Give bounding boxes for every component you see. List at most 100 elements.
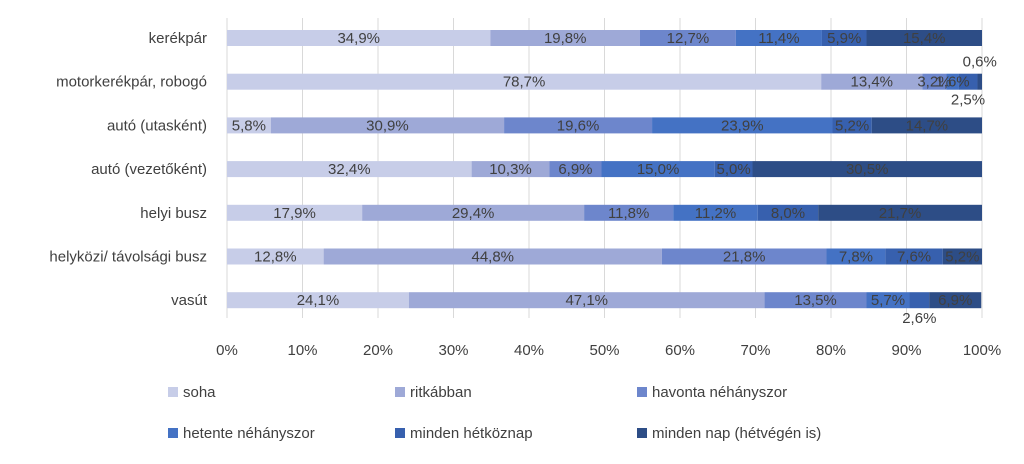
category-label: vasút bbox=[171, 292, 208, 309]
bar-segment bbox=[227, 73, 822, 90]
data-label: 47,1% bbox=[565, 292, 608, 309]
bar-segment bbox=[227, 204, 363, 221]
legend-label: soha bbox=[183, 384, 216, 401]
category-label: motorkerékpár, robogó bbox=[56, 74, 207, 91]
data-label: 17,9% bbox=[273, 205, 316, 222]
x-tick-label: 70% bbox=[740, 342, 770, 359]
bar-segment bbox=[946, 73, 959, 90]
bar-segment bbox=[661, 248, 827, 265]
data-label: 23,9% bbox=[721, 117, 764, 134]
data-label: 6,9% bbox=[558, 161, 592, 178]
bar-segment bbox=[549, 161, 602, 178]
data-label: 21,8% bbox=[723, 249, 766, 266]
bar-segment bbox=[909, 292, 930, 309]
bar-segment bbox=[922, 73, 947, 90]
bar-segment bbox=[362, 204, 585, 221]
category-label: kerékpár bbox=[149, 30, 207, 47]
bar-segment bbox=[639, 30, 736, 46]
bar-segment bbox=[323, 248, 662, 265]
x-tick-label: 10% bbox=[287, 342, 317, 359]
data-label: 19,8% bbox=[544, 30, 587, 47]
bar-segment bbox=[885, 248, 943, 265]
data-label: 44,8% bbox=[471, 249, 514, 266]
data-label: 29,4% bbox=[452, 205, 495, 222]
bar-segment bbox=[227, 248, 324, 265]
bar-segment bbox=[752, 161, 982, 178]
category-axis-labels: kerékpár motorkerékpár, robogó autó (utask… bbox=[49, 30, 207, 309]
x-axis-tick-labels: 0% 10% 20% 30% 40% 50% 60% 70% 80% 90% 100% bbox=[216, 342, 1001, 359]
bar-segment bbox=[504, 117, 653, 134]
bar-segment bbox=[471, 161, 550, 178]
bar-segment bbox=[757, 204, 819, 221]
data-label: 21,7% bbox=[879, 205, 922, 222]
x-tick-label: 30% bbox=[438, 342, 468, 359]
data-label: 5,2% bbox=[835, 117, 869, 134]
legend-label: hetente néhányszor bbox=[183, 425, 315, 442]
legend-label: ritkábban bbox=[410, 384, 472, 401]
x-tick-label: 40% bbox=[514, 342, 544, 359]
data-label: 7,6% bbox=[897, 249, 931, 266]
bar-segment bbox=[764, 292, 867, 309]
x-tick-label: 90% bbox=[891, 342, 921, 359]
data-label: 11,2% bbox=[695, 205, 736, 222]
category-label: autó (utasként) bbox=[107, 117, 207, 134]
bar-segment bbox=[601, 161, 715, 178]
legend-swatch bbox=[168, 428, 178, 438]
x-tick-label: 20% bbox=[363, 342, 393, 359]
data-label: 8,0% bbox=[771, 205, 805, 222]
data-label: 30,5% bbox=[846, 161, 889, 178]
legend-label: minden hétköznap bbox=[410, 425, 533, 442]
bar-segment bbox=[826, 248, 886, 265]
bar-segment bbox=[929, 292, 982, 309]
data-label: 11,4% bbox=[758, 30, 799, 47]
legend-swatch bbox=[395, 387, 405, 397]
legend-label: minden nap (hétvégén is) bbox=[652, 425, 821, 442]
x-tick-label: 80% bbox=[816, 342, 846, 359]
bar-segment bbox=[227, 30, 491, 46]
x-tick-label: 60% bbox=[665, 342, 695, 359]
bar-segment bbox=[818, 204, 982, 221]
data-label: 5,0% bbox=[717, 161, 751, 178]
data-label: 1,6% bbox=[935, 74, 969, 91]
data-label: 12,7% bbox=[667, 30, 710, 47]
data-label: 6,9% bbox=[938, 292, 972, 309]
data-label: 5,8% bbox=[232, 117, 266, 134]
data-label: 10,3% bbox=[489, 161, 532, 178]
category-label: helyközi/ távolsági busz bbox=[49, 249, 207, 266]
bar-segment bbox=[821, 73, 923, 90]
category-label: helyi busz bbox=[140, 205, 207, 222]
bar-segment bbox=[652, 117, 833, 134]
legend-swatch bbox=[395, 428, 405, 438]
bar-segment bbox=[832, 117, 872, 134]
data-label: 14,7% bbox=[906, 117, 949, 134]
data-label-outside: 2,5% bbox=[951, 92, 985, 109]
bar-segment bbox=[584, 204, 674, 221]
data-label: 15,4% bbox=[903, 30, 946, 47]
bar-segment bbox=[821, 30, 867, 46]
legend-label: havonta néhányszor bbox=[652, 384, 787, 401]
data-labels: 34,9% 19,8% 12,7% 11,4% 5,9% 15,4% 78,7% 13,4% 3… bbox=[232, 30, 997, 327]
data-label: 7,8% bbox=[839, 249, 873, 266]
bar-segment bbox=[227, 161, 472, 178]
data-label: 24,1% bbox=[297, 292, 340, 309]
x-tick-label: 0% bbox=[216, 342, 238, 359]
bar-segment bbox=[490, 30, 640, 46]
data-label: 34,9% bbox=[337, 30, 380, 47]
bar-segment bbox=[227, 292, 409, 309]
data-label: 15,0% bbox=[637, 161, 680, 178]
data-label: 5,2% bbox=[945, 249, 979, 266]
bar-segment bbox=[958, 73, 978, 90]
x-tick-label: 100% bbox=[963, 342, 1001, 359]
bar-segment bbox=[942, 248, 982, 265]
bar-segment bbox=[866, 30, 982, 46]
legend-swatch bbox=[637, 428, 647, 438]
bars bbox=[227, 30, 982, 309]
data-label-outside: 2,6% bbox=[902, 310, 936, 327]
category-label: autó (vezetőként) bbox=[91, 161, 207, 178]
bar-segment bbox=[408, 292, 765, 309]
bar-segment bbox=[227, 117, 271, 134]
data-label: 3,2% bbox=[917, 74, 951, 91]
data-label: 5,7% bbox=[871, 292, 905, 309]
